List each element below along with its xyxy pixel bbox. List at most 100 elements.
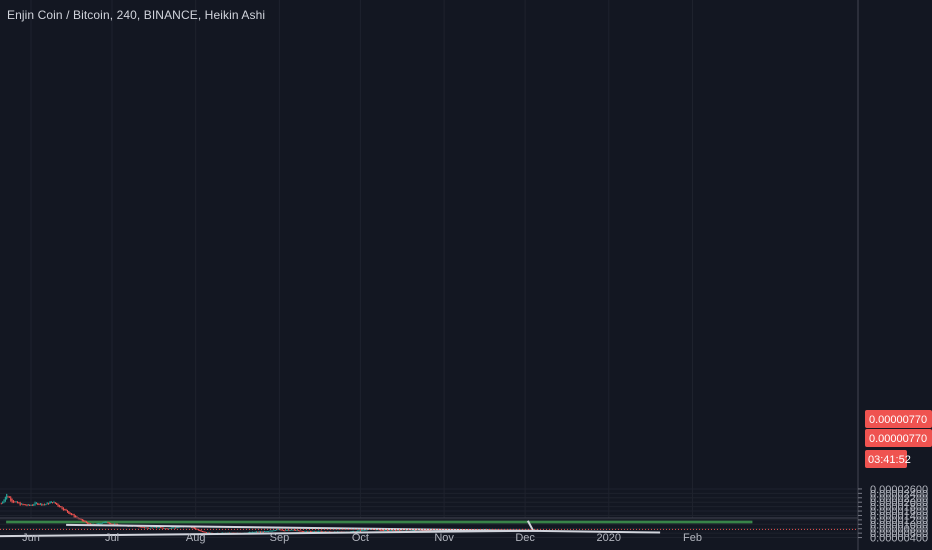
candle-body xyxy=(35,502,37,504)
candle-body xyxy=(324,531,326,533)
candle-body xyxy=(14,501,16,503)
candle-body xyxy=(83,520,85,522)
candle-body xyxy=(42,504,44,506)
price-badge xyxy=(865,450,907,468)
x-tick-label: 2020 xyxy=(597,532,621,544)
candle-body xyxy=(251,531,253,533)
candle-body xyxy=(305,530,307,532)
candle-body xyxy=(272,530,274,532)
candle-body xyxy=(357,530,359,532)
candle-body xyxy=(280,529,282,531)
candle-body xyxy=(293,529,295,531)
candle-body xyxy=(365,529,367,531)
chart-title: Enjin Coin / Bitcoin, 240, BINANCE, Heik… xyxy=(7,8,266,22)
candle-body xyxy=(380,529,382,531)
candle-body xyxy=(72,514,74,516)
candle-body xyxy=(361,529,363,531)
y-tick-label: 0.00000400 xyxy=(870,533,928,545)
candle-body xyxy=(66,509,68,513)
projection-line[interactable] xyxy=(526,520,535,532)
candle-body xyxy=(257,531,259,533)
candle-body xyxy=(38,503,40,505)
candle-body xyxy=(381,529,383,531)
candle-body xyxy=(265,531,267,533)
upper-trendline[interactable] xyxy=(66,523,661,534)
price-badge xyxy=(865,429,932,447)
y-tick-label: 0.00001600 xyxy=(870,506,928,518)
candle-body xyxy=(313,530,316,532)
candle-body xyxy=(0,503,2,505)
candle-body xyxy=(424,530,426,532)
candle-body xyxy=(45,504,47,506)
candle-body xyxy=(19,502,21,506)
candle-body xyxy=(388,530,390,532)
candle-body xyxy=(145,527,147,529)
candle-body xyxy=(172,527,174,529)
candle-body xyxy=(384,530,386,532)
candle-body xyxy=(176,527,178,529)
price-badge xyxy=(865,410,932,428)
candle-body xyxy=(389,530,391,532)
candle-body xyxy=(108,522,110,524)
candle-body xyxy=(392,530,394,532)
candle-body xyxy=(397,530,399,532)
candle-body xyxy=(208,532,210,534)
y-tick-label: 0.00000800 xyxy=(870,524,928,536)
candle-body xyxy=(276,529,278,531)
candle-body xyxy=(107,521,109,524)
candle-body xyxy=(156,527,158,529)
candle-body xyxy=(57,503,59,507)
candle-body xyxy=(84,520,86,522)
candle-body xyxy=(281,529,283,531)
candle-body xyxy=(141,526,143,528)
candle-body xyxy=(80,518,82,520)
candle-body xyxy=(289,529,291,531)
candle-body xyxy=(96,523,98,525)
candle-body xyxy=(87,522,89,525)
candle-body xyxy=(2,501,4,504)
candle-body xyxy=(396,530,398,532)
candle-body xyxy=(111,523,113,525)
candle-body xyxy=(18,502,20,504)
candle-body xyxy=(299,530,301,532)
x-tick-label: Jun xyxy=(22,532,40,544)
candle-body xyxy=(58,504,60,508)
candle-body xyxy=(150,527,152,529)
candle-body xyxy=(25,504,27,506)
candle-body xyxy=(390,529,392,531)
candle-body xyxy=(295,529,297,531)
candle-body xyxy=(103,521,105,524)
candle-body xyxy=(282,529,284,531)
candle-body xyxy=(85,521,87,523)
x-tick-label: Feb xyxy=(683,532,702,544)
candle-body xyxy=(12,500,14,503)
candle-body xyxy=(27,504,29,506)
candle-body xyxy=(400,530,402,532)
lower-trendline[interactable] xyxy=(0,529,539,538)
candle-body xyxy=(23,504,25,506)
candle-body xyxy=(99,523,101,525)
candle-body xyxy=(203,531,205,533)
candle-body xyxy=(304,531,306,533)
candle-body xyxy=(199,529,201,531)
candle-body xyxy=(31,504,33,506)
candle-body xyxy=(322,531,324,533)
candle-body xyxy=(102,522,104,524)
candle-body xyxy=(308,530,310,532)
candle-body xyxy=(106,521,108,523)
candle-body xyxy=(312,531,314,533)
candle-body xyxy=(204,531,206,533)
candle-body xyxy=(154,527,156,529)
candle-body xyxy=(68,511,70,514)
candle-body xyxy=(174,527,176,529)
y-tick-label: 0.00002000 xyxy=(870,497,928,509)
resistance-zone[interactable] xyxy=(6,520,753,524)
candle-body xyxy=(164,528,166,530)
candle-body xyxy=(385,530,387,532)
candle-body xyxy=(253,531,255,533)
candle-body xyxy=(292,529,294,531)
x-tick-label: Sep xyxy=(270,532,290,544)
candle-body xyxy=(161,527,163,529)
price-badge-label: 0.00000770 xyxy=(869,414,927,426)
